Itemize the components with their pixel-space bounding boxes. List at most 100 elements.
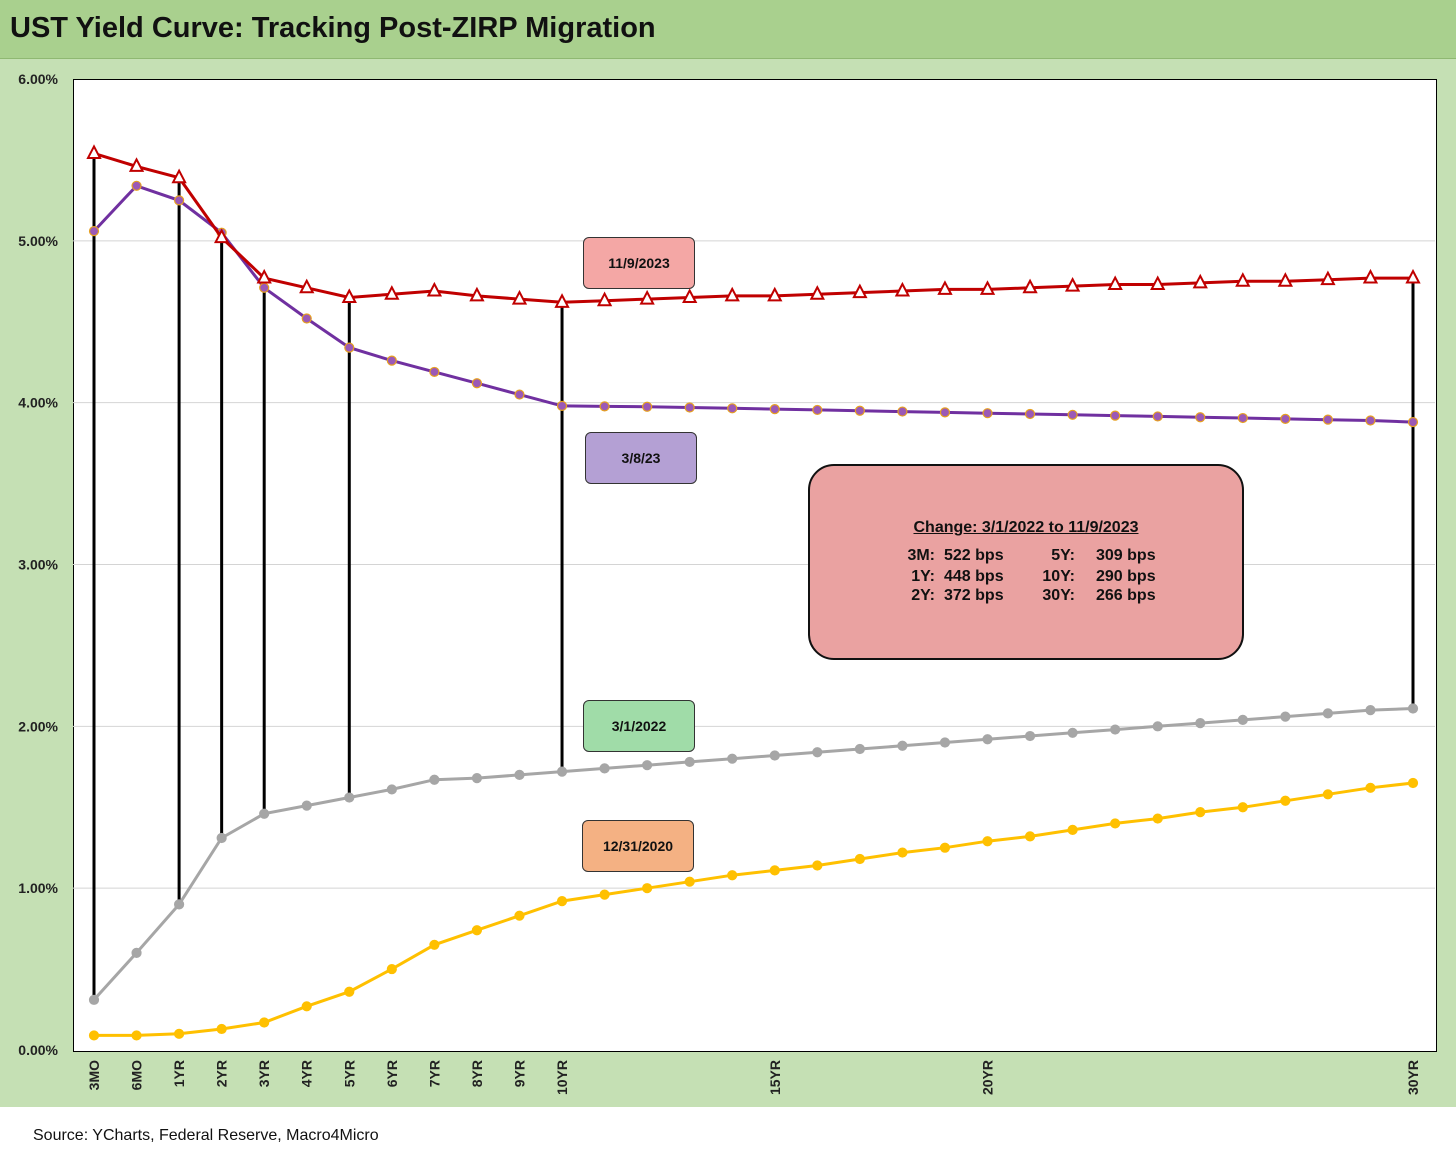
data-point	[1110, 410, 1121, 421]
data-point	[599, 763, 610, 774]
y-tick-label: 4.00%	[18, 395, 58, 411]
data-point	[769, 865, 780, 876]
data-point	[471, 925, 483, 936]
data-point	[897, 847, 908, 858]
data-point	[131, 1030, 142, 1041]
change-term: 5Y:	[1051, 547, 1075, 564]
y-tick-label: 3.00%	[18, 557, 58, 573]
data-point	[727, 870, 738, 881]
label-12-31-2020: 12/31/2020	[582, 820, 694, 872]
data-point	[1022, 278, 1038, 294]
x-tick-label: 20YR	[980, 1060, 996, 1095]
data-point	[301, 800, 312, 811]
data-point	[1067, 824, 1078, 836]
data-point	[727, 403, 738, 414]
data-point	[1237, 802, 1248, 813]
data-point	[852, 283, 868, 299]
data-point	[769, 750, 780, 761]
data-point	[724, 286, 740, 302]
x-tick-label: 2YR	[214, 1060, 230, 1087]
data-point	[1152, 721, 1163, 732]
data-point	[556, 400, 568, 412]
data-point	[684, 402, 695, 413]
data-point	[128, 157, 145, 172]
x-tick-label: 4YR	[299, 1060, 315, 1087]
data-point	[216, 832, 227, 844]
x-tick-label: 1YR	[171, 1060, 187, 1087]
data-point	[854, 853, 865, 865]
change-term: 30Y:	[1042, 587, 1075, 604]
x-tick-label: 5YR	[341, 1060, 357, 1087]
change-term: 3M:	[907, 547, 935, 564]
label-11-9-2023: 11/9/2023	[583, 237, 695, 289]
data-point	[514, 389, 525, 400]
data-point	[1362, 268, 1379, 284]
data-point	[1365, 782, 1376, 793]
data-point	[259, 808, 270, 819]
y-tick-label: 0.00%	[18, 1042, 58, 1058]
data-point	[897, 740, 908, 751]
data-point	[1064, 276, 1081, 292]
data-point	[812, 747, 823, 758]
data-point	[429, 939, 440, 950]
change-value: 522 bps	[944, 547, 1004, 564]
data-point	[1024, 831, 1036, 842]
data-point	[259, 282, 270, 293]
data-point	[1237, 412, 1248, 424]
data-point	[299, 278, 315, 294]
data-point	[1407, 777, 1419, 789]
data-point	[173, 899, 185, 910]
data-point	[982, 836, 993, 847]
data-point	[937, 280, 953, 295]
data-point	[556, 766, 568, 777]
source-note: Source: YCharts, Federal Reserve, Macro4…	[33, 1127, 379, 1144]
x-tick-label: 8YR	[469, 1060, 485, 1087]
x-tick-label: 7YR	[426, 1060, 442, 1087]
data-point	[897, 406, 908, 417]
data-point	[939, 842, 951, 853]
data-point	[769, 404, 780, 415]
x-tick-label: 30YR	[1405, 1060, 1421, 1095]
x-tick-label: 10YR	[554, 1060, 570, 1095]
data-point	[642, 401, 653, 412]
data-point	[1152, 411, 1163, 422]
data-point	[809, 285, 825, 300]
data-point	[514, 910, 525, 921]
data-point	[727, 753, 738, 764]
data-point	[1322, 789, 1334, 800]
data-point	[1320, 270, 1336, 286]
data-point	[639, 289, 655, 305]
x-tick-label: 3YR	[256, 1060, 272, 1087]
data-point	[1024, 408, 1036, 420]
data-point	[1110, 724, 1121, 735]
data-point	[684, 756, 695, 768]
data-point	[471, 773, 483, 784]
data-point	[86, 144, 102, 159]
data-point	[642, 883, 653, 894]
change-value: 448 bps	[944, 568, 1004, 585]
data-point	[1280, 795, 1291, 806]
data-point	[1195, 807, 1206, 818]
data-point	[684, 876, 695, 887]
data-point	[384, 285, 400, 300]
data-point	[386, 784, 397, 795]
y-tick-label: 5.00%	[18, 233, 58, 249]
data-point	[429, 774, 440, 785]
data-point	[511, 289, 528, 305]
data-point	[854, 405, 865, 416]
data-point	[554, 293, 570, 308]
data-point	[1152, 813, 1163, 824]
change-value: 372 bps	[944, 587, 1004, 604]
data-point	[259, 1017, 270, 1028]
data-point	[1280, 413, 1291, 424]
data-point	[1365, 415, 1376, 426]
data-point	[301, 1001, 312, 1012]
change-summary-box: Change: 3/1/2022 to 11/9/2023 3M: 522 bp…	[808, 464, 1244, 660]
data-point	[1235, 272, 1251, 287]
data-point	[429, 366, 440, 378]
data-point	[88, 226, 100, 237]
data-point	[1067, 409, 1078, 420]
data-point	[596, 291, 613, 307]
data-point	[1277, 272, 1294, 287]
